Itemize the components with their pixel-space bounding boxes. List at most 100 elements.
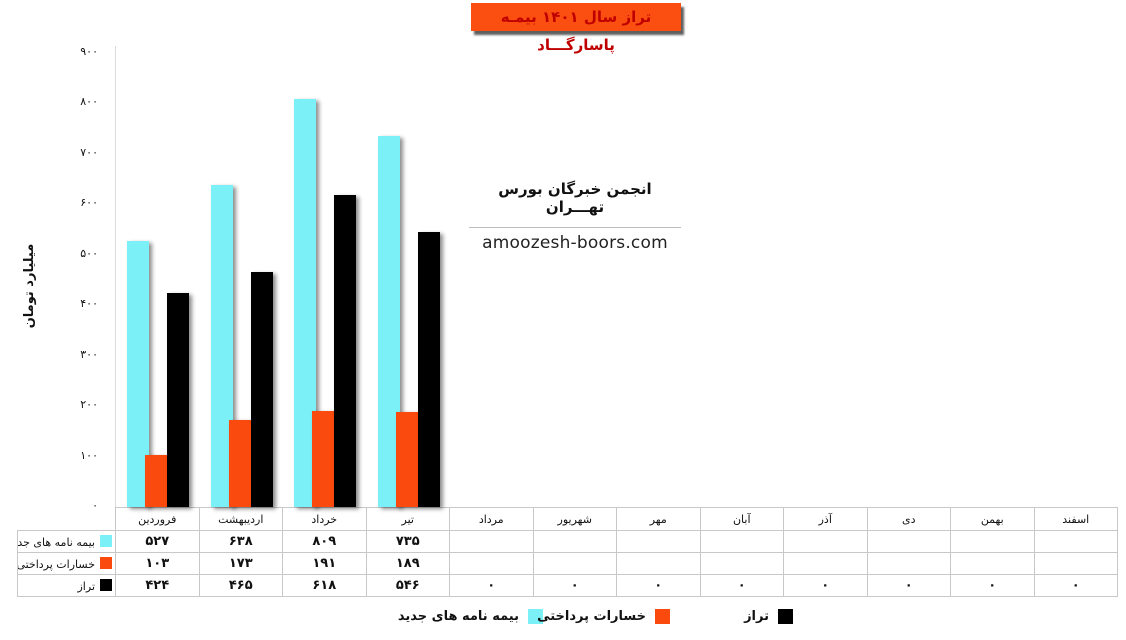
- table-month-header: اردیبهشت: [198, 507, 283, 531]
- y-axis-tick-label: ۵۰۰: [80, 246, 98, 260]
- table-month-header: خرداد: [282, 507, 367, 531]
- table-month-header: اسفند: [1033, 507, 1118, 531]
- chart-bar-new-policies-2: [210, 185, 233, 507]
- table-value-cell: [1033, 552, 1118, 575]
- legend-swatch-icon: [778, 609, 793, 624]
- legend-item-new-policies: بیمه نامه های جدید: [398, 609, 543, 624]
- table-month-header: مرداد: [449, 507, 534, 531]
- chart-title: تراز سال ۱۴۰۱ بیمـه پاسارگـــاد: [471, 3, 681, 54]
- legend: بیمه نامه های جدید خسارات پرداختی تراز: [0, 609, 1126, 637]
- table-value-cell: [866, 530, 951, 553]
- table-row-paid-losses: خسارات پرداختی ۱۰۳ ۱۷۳ ۱۹۱ ۱۸۹: [17, 552, 1118, 575]
- table-value-cell: [532, 552, 617, 575]
- legend-label: تراز: [744, 609, 769, 624]
- table-value-cell: ۰: [950, 574, 1035, 597]
- table-value-cell: ۴۶۵: [198, 574, 283, 597]
- table-row-label: بیمه نامه های جدید: [17, 530, 116, 553]
- y-axis-tick-label: ۶۰۰: [80, 196, 98, 210]
- y-axis-title: میلیارد تومان: [22, 243, 37, 329]
- annotation-website: amoozesh-boors.com: [482, 233, 668, 253]
- table-value-cell: [950, 530, 1035, 553]
- annotation-divider: [469, 227, 681, 228]
- table-value-cell: ۷۳۵: [365, 530, 450, 553]
- series-swatch-icon: [100, 534, 112, 547]
- table-value-cell: ۶۱۸: [282, 574, 367, 597]
- chart-bar-new-policies-3: [294, 98, 317, 507]
- table-value-cell: ۰: [1033, 574, 1118, 597]
- legend-label: بیمه نامه های جدید: [397, 609, 519, 624]
- chart-bar-balance-1: [167, 293, 189, 507]
- table-value-cell: [950, 552, 1035, 575]
- y-axis-tick-label: ۷۰۰: [80, 145, 98, 159]
- chart-bar-paid-losses-3: [312, 410, 335, 507]
- table-value-cell: ۰: [783, 574, 868, 597]
- chart-bar-paid-losses-1: [145, 455, 167, 507]
- legend-swatch-icon: [655, 609, 670, 624]
- table-value-cell: [449, 552, 534, 575]
- y-axis-tick-label: ۰: [92, 499, 98, 512]
- chart-bar-balance-2: [250, 272, 273, 507]
- table-header-row: فروردین اردیبهشت خرداد تیر مرداد شهریور مهر آبا…: [18, 507, 1118, 531]
- chart-bar-new-policies-4: [377, 136, 400, 507]
- y-axis-tick-label: ۸۰۰: [80, 95, 98, 109]
- annotation-block: انجمن خبرگان بورس تهـــران amoozesh-boor…: [469, 180, 681, 253]
- data-table: فروردین اردیبهشت خرداد تیر مرداد شهریور مهر آبا…: [17, 507, 1118, 597]
- y-axis-tick-label: ۹۰۰: [80, 45, 98, 58]
- plot-area-left-border: [115, 46, 116, 507]
- table-value-cell: ۵۴۶: [365, 574, 450, 597]
- table-row-label: تراز: [17, 574, 116, 597]
- table-value-cell: [616, 530, 701, 553]
- y-axis-tick-label: ۴۰۰: [80, 297, 98, 311]
- table-value-cell: ۱۹۱: [282, 552, 367, 575]
- table-value-cell: [866, 552, 951, 575]
- legend-swatch-icon: [528, 609, 543, 624]
- y-axis-tick-label: ۲۰۰: [80, 398, 98, 412]
- chart-bar-balance-3: [334, 195, 357, 507]
- chart-bar-paid-losses-2: [228, 419, 251, 507]
- y-axis-tick-label: ۱۰۰: [80, 448, 98, 462]
- table-value-cell: ۰: [866, 574, 951, 597]
- table-value-cell: [783, 530, 868, 553]
- table-body: بیمه نامه های جدید۵۲۷۶۳۸۸۰۹۷۳۵خسارات پرد…: [17, 530, 1118, 597]
- series-label: خسارات پرداختی: [17, 557, 96, 571]
- table-value-cell: [1033, 530, 1118, 553]
- series-swatch-icon: [100, 556, 112, 569]
- table-value-cell: ۴۲۴: [115, 574, 200, 597]
- series-swatch-icon: [100, 578, 112, 591]
- legend-label: خسارات پرداختی: [537, 609, 646, 624]
- annotation-org-name: انجمن خبرگان بورس تهـــران: [498, 180, 652, 216]
- legend-item-balance: تراز: [744, 609, 793, 624]
- chart-bar-paid-losses-4: [395, 411, 418, 507]
- table-value-cell: ۰: [699, 574, 784, 597]
- chart-bar-balance-4: [417, 231, 440, 507]
- table-month-header: مهر: [616, 507, 701, 531]
- series-label: تراز: [77, 579, 96, 593]
- table-value-cell: [616, 552, 701, 575]
- table-month-header: آبان: [699, 507, 784, 531]
- table-value-cell: [699, 530, 784, 553]
- table-value-cell: ۶۳۸: [198, 530, 283, 553]
- y-axis-tick-label: ۳۰۰: [80, 347, 98, 361]
- table-value-cell: ۰: [532, 574, 617, 597]
- table-month-header: فروردین: [115, 507, 200, 531]
- table-value-cell: [532, 530, 617, 553]
- table-value-cell: ۱۰۳: [115, 552, 200, 575]
- series-label: بیمه نامه های جدید: [17, 535, 96, 549]
- table-value-cell: [699, 552, 784, 575]
- table-value-cell: ۰: [616, 574, 701, 597]
- table-month-header: آذر: [783, 507, 868, 531]
- table-month-header: تیر: [365, 507, 450, 531]
- chart-bar-new-policies-1: [127, 241, 149, 507]
- table-value-cell: ۰: [449, 574, 534, 597]
- table-value-cell: ۵۲۷: [115, 530, 200, 553]
- table-value-cell: ۱۷۳: [198, 552, 283, 575]
- legend-item-paid-losses: خسارات پرداختی: [537, 609, 670, 624]
- table-value-cell: [783, 552, 868, 575]
- table-value-cell: ۱۸۹: [365, 552, 450, 575]
- table-value-cell: [449, 530, 534, 553]
- table-value-cell: ۸۰۹: [282, 530, 367, 553]
- table-month-header: شهریور: [532, 507, 617, 531]
- table-month-header: دی: [866, 507, 951, 531]
